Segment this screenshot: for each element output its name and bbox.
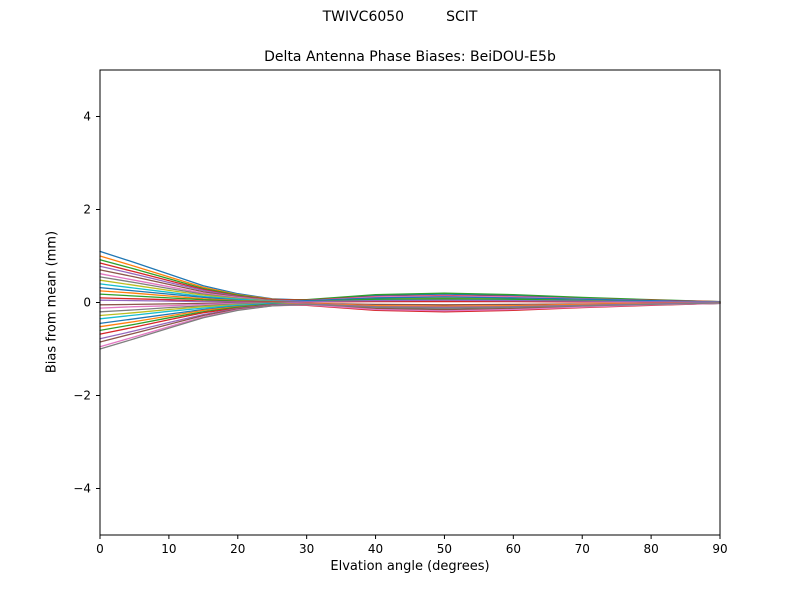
series-line	[99, 299, 721, 304]
x-tick-label: 60	[506, 542, 521, 556]
y-tick-label: 2	[83, 203, 91, 217]
y-tick-label: 4	[83, 110, 91, 124]
x-tick-label: 50	[437, 542, 452, 556]
y-tick-label: −2	[73, 389, 91, 403]
x-tick-label: 0	[96, 542, 104, 556]
y-tick-label: 0	[83, 296, 91, 310]
chart-title: Delta Antenna Phase Biases: BeiDOU-E5b	[264, 49, 556, 65]
x-tick-label: 30	[299, 542, 314, 556]
x-tick-label: 90	[712, 542, 727, 556]
x-tick-label: 40	[368, 542, 383, 556]
session-id: SCIT	[446, 9, 478, 25]
x-axis-label: Elvation angle (degrees)	[330, 559, 490, 574]
x-tick-label: 10	[161, 542, 176, 556]
x-tick-label: 20	[230, 542, 245, 556]
series-line	[99, 302, 721, 350]
x-tick-label: 80	[643, 542, 658, 556]
figure-suptitle: TWIVC6050 SCIT	[0, 9, 800, 25]
y-tick-label: −4	[73, 482, 91, 496]
series-line	[99, 302, 721, 348]
x-tick-label: 70	[575, 542, 590, 556]
station-id: TWIVC6050	[322, 9, 405, 25]
series-line	[99, 286, 721, 303]
